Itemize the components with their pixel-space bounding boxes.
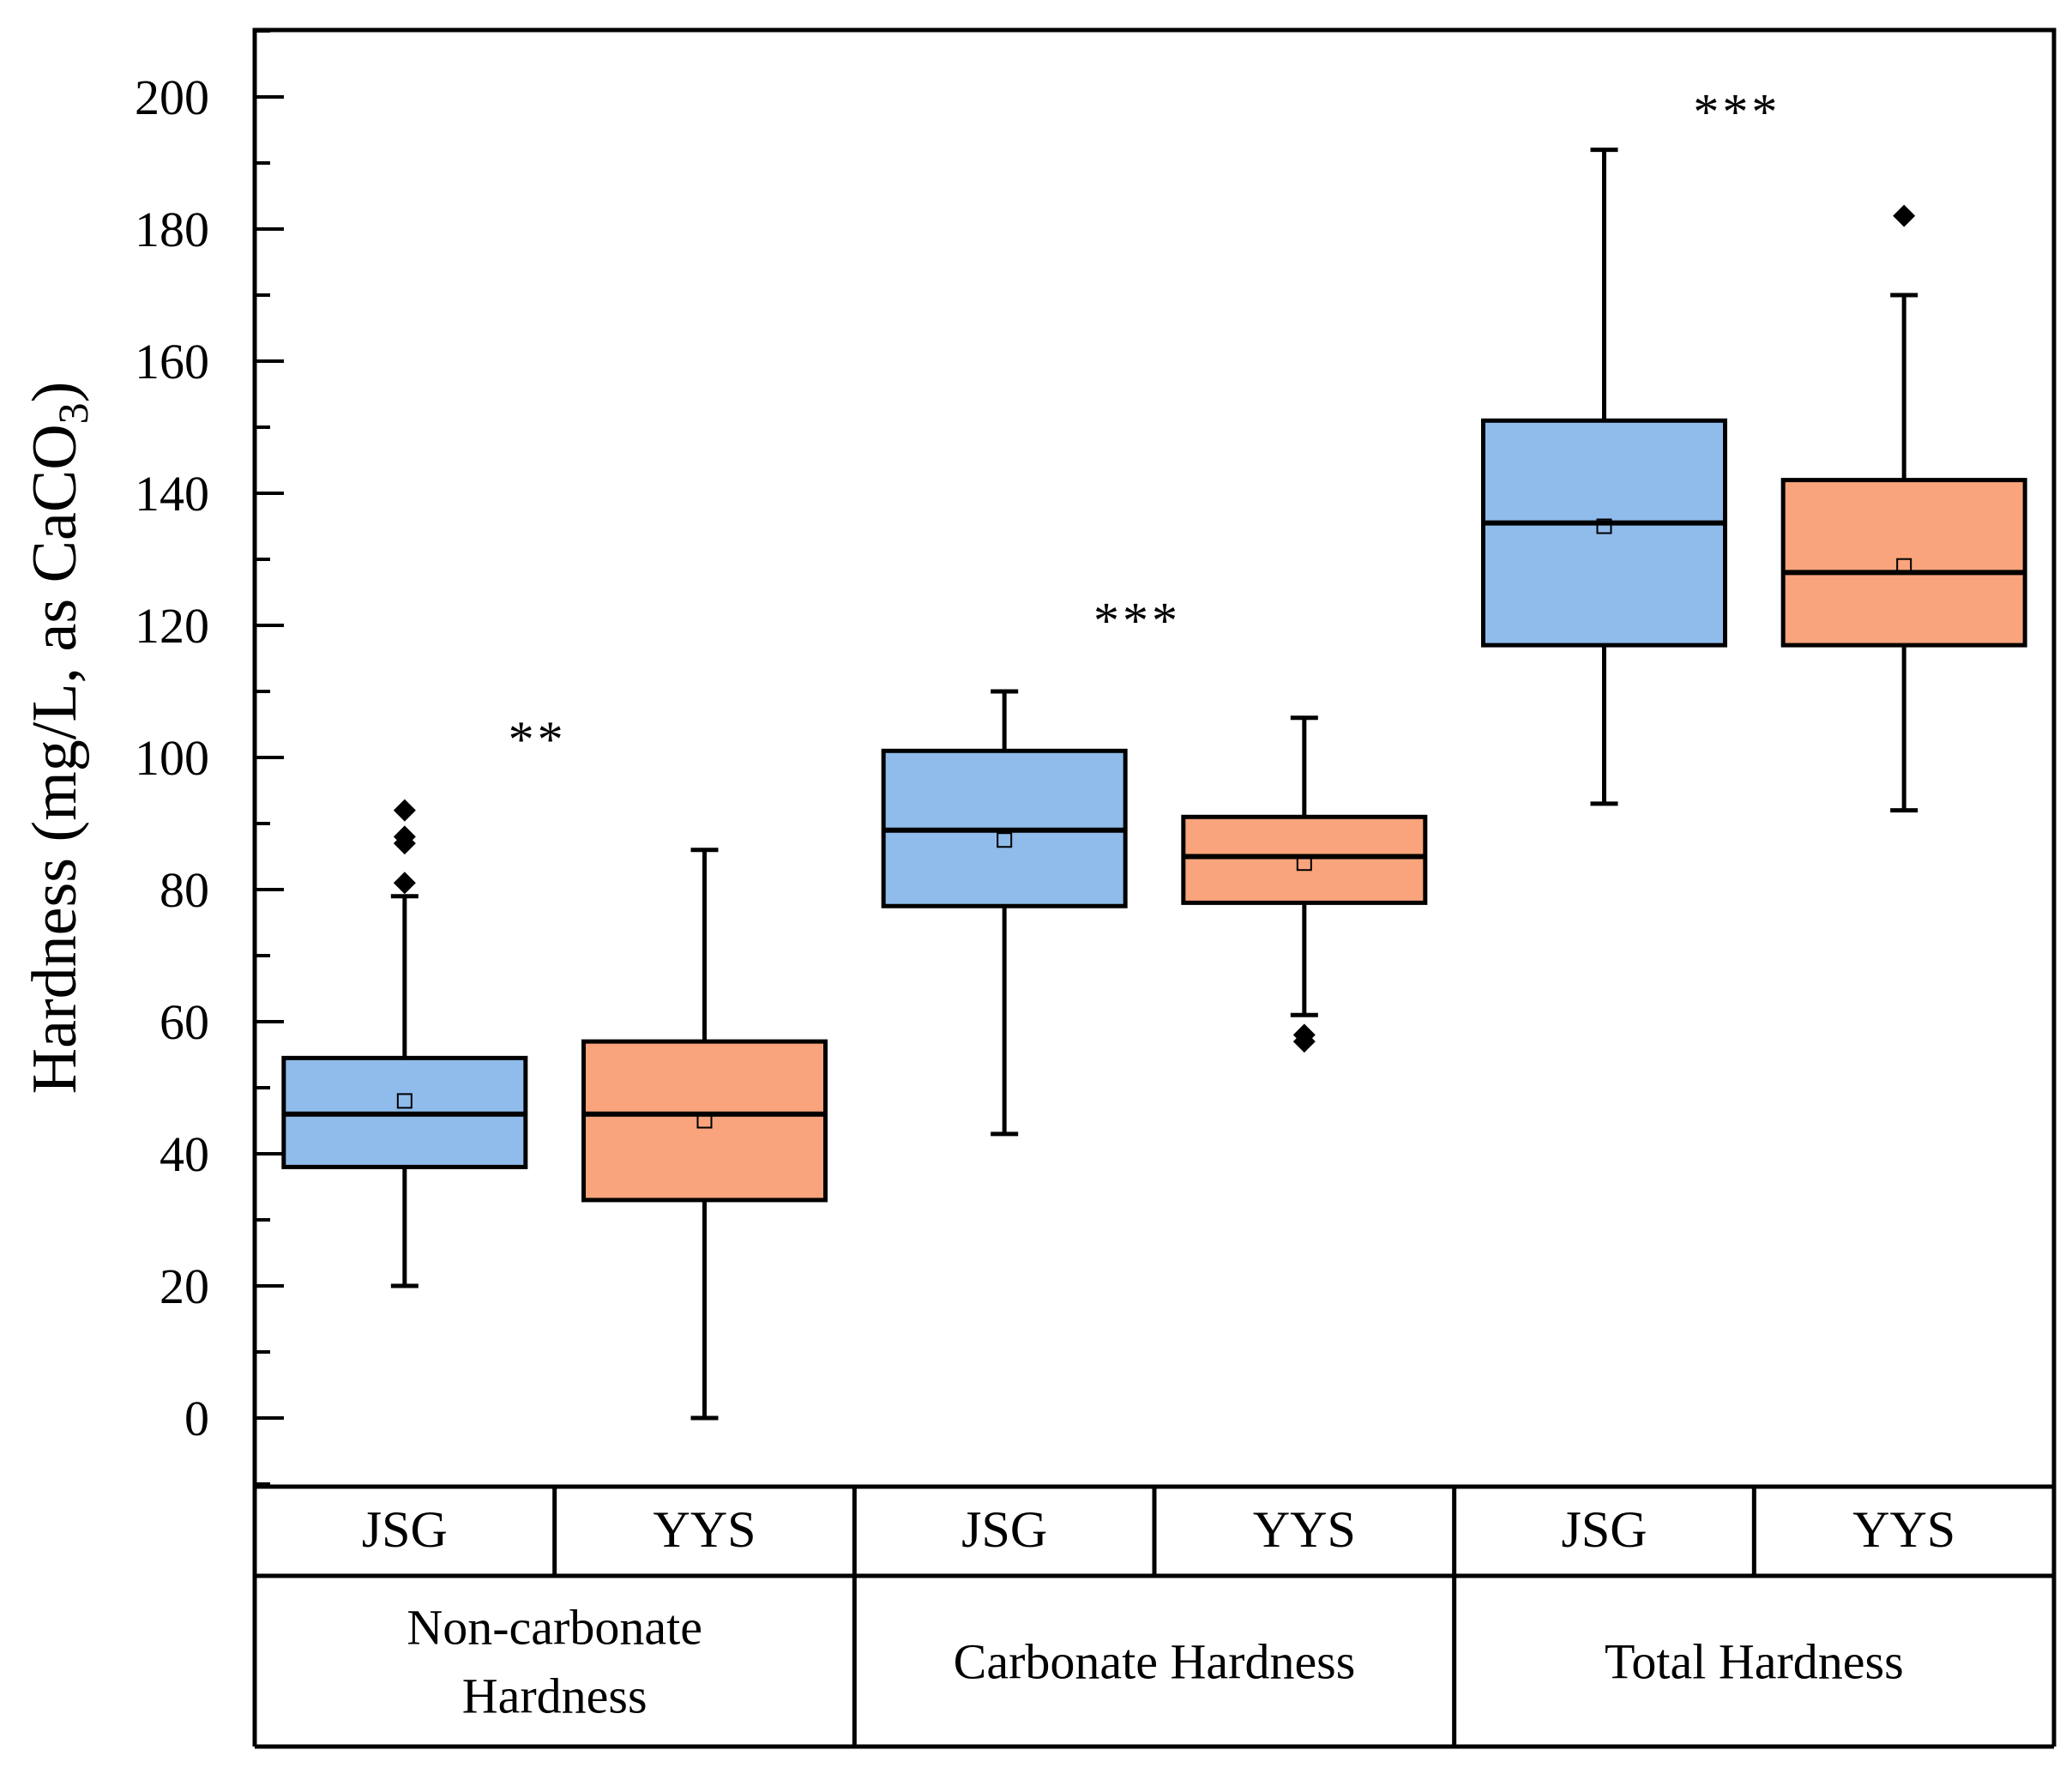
- y-axis-label-close: ): [20, 382, 90, 403]
- significance-marker: ***: [1093, 593, 1181, 649]
- y-tick-label: 40: [160, 1126, 209, 1182]
- y-axis-label-subscript: 3: [49, 402, 97, 424]
- iqr-box: [1780, 478, 2027, 648]
- outlier-point: [1292, 1023, 1316, 1047]
- box-yys-group-0: [581, 848, 828, 1421]
- site-label: YYS: [1852, 1501, 1955, 1558]
- iqr-box: [581, 1039, 828, 1203]
- site-label: JSG: [961, 1501, 1047, 1558]
- iqr-box: [1181, 814, 1428, 905]
- y-tick-label: 140: [135, 466, 209, 522]
- site-label: JSG: [362, 1501, 448, 1558]
- mean-marker: [1596, 518, 1612, 534]
- site-label: YYS: [653, 1501, 756, 1558]
- outlier-point: [393, 825, 416, 848]
- significance-marker: **: [509, 711, 567, 768]
- box-yys-group-2: [1780, 204, 2027, 813]
- box-jsg-group-0: [281, 799, 528, 1288]
- significance-marker: ***: [1693, 84, 1780, 141]
- y-tick-label: 80: [160, 862, 209, 918]
- y-tick-label: 100: [135, 730, 209, 786]
- box-series: [281, 148, 2027, 1421]
- significance-markers: ********: [509, 84, 1780, 769]
- y-tick-label: 120: [135, 598, 209, 654]
- group-label: Total Hardness: [1605, 1634, 1904, 1690]
- outlier-point: [393, 872, 416, 895]
- x-category-table: JSG YYS JSG YYS JSG YYS Non-carbonate Hardness C…: [252, 1487, 2057, 1749]
- y-tick-label: 160: [135, 334, 209, 389]
- y-tick-label: 200: [135, 69, 209, 125]
- y-tick-label: 20: [160, 1258, 209, 1314]
- box-yys-group-1: [1181, 715, 1428, 1053]
- y-axis-label-main: Hardness (mg/L, as CaCO: [20, 424, 90, 1094]
- mean-marker: [1296, 855, 1312, 872]
- y-axis-label: Hardness (mg/L, as CaCO3): [20, 382, 97, 1095]
- outlier-point: [1893, 204, 1916, 227]
- site-label: YYS: [1253, 1501, 1356, 1558]
- mean-marker: [696, 1113, 713, 1129]
- iqr-box: [1481, 418, 1727, 648]
- box-jsg-group-1: [881, 689, 1128, 1137]
- group-label: Carbonate Hardness: [954, 1634, 1356, 1690]
- site-label: JSG: [1561, 1501, 1647, 1558]
- y-tick-label: 180: [135, 202, 209, 257]
- outlier-point: [393, 799, 416, 822]
- box-jsg-group-2: [1481, 148, 1727, 806]
- y-axis: 0 20 40 60 80 100 120 140 160 180 200: [135, 29, 284, 1486]
- group-label: Non-carbonate: [407, 1600, 702, 1656]
- y-tick-label: 0: [184, 1391, 209, 1446]
- mean-marker: [396, 1093, 413, 1109]
- group-label: Hardness: [462, 1668, 648, 1724]
- y-tick-label: 60: [160, 994, 209, 1050]
- mean-marker: [1896, 558, 1912, 574]
- mean-marker: [997, 832, 1013, 848]
